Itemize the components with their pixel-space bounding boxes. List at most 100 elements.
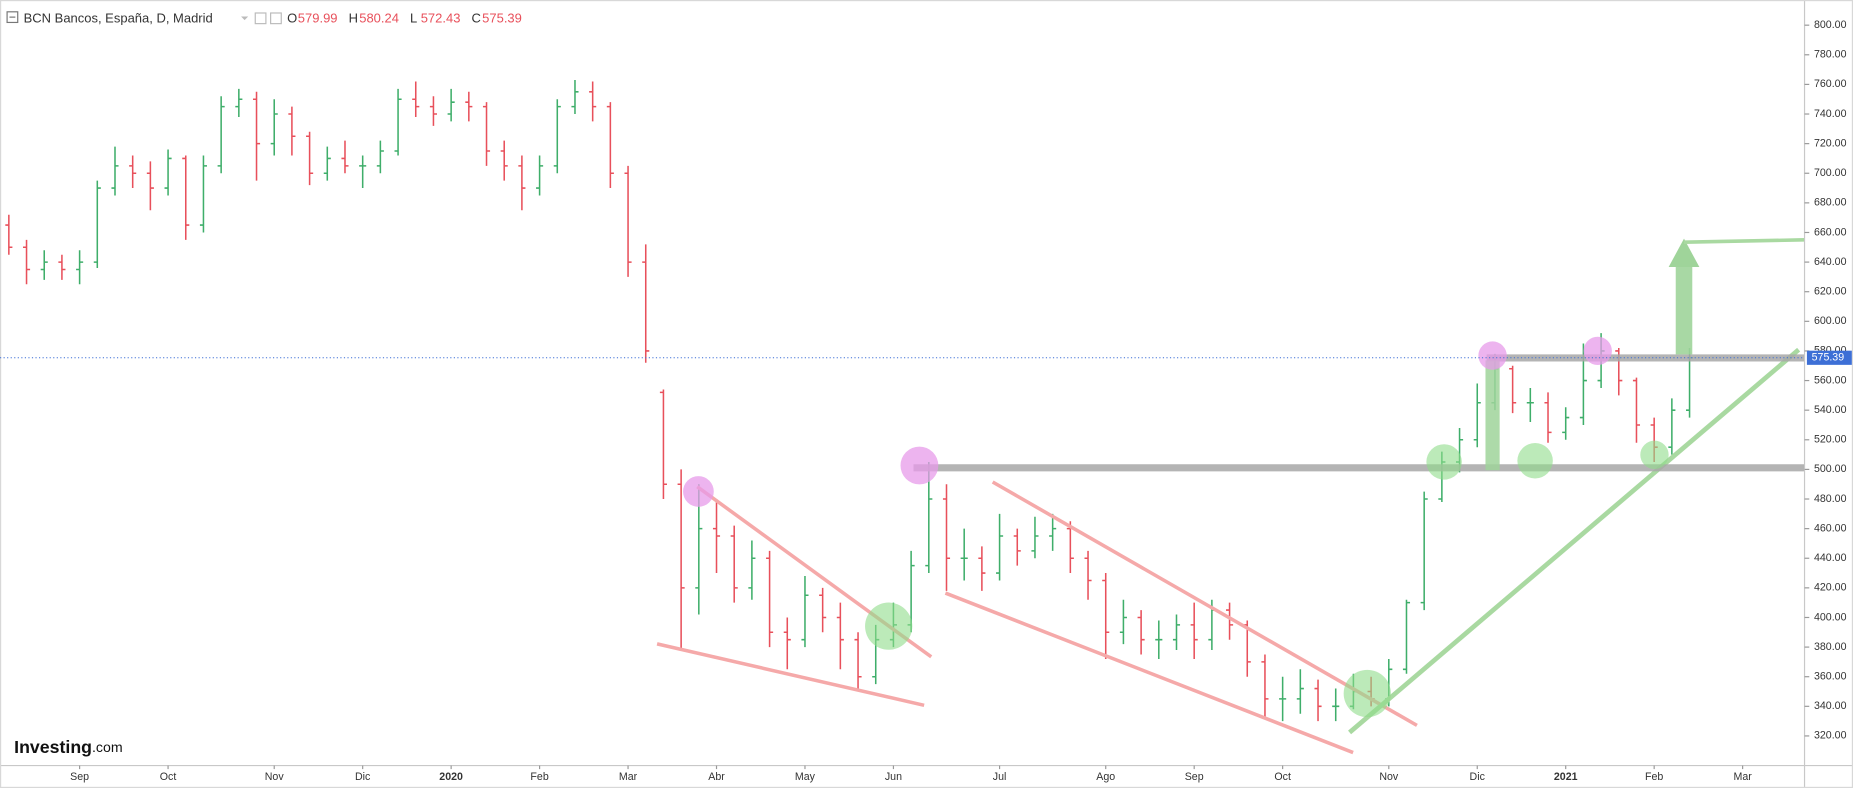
y-tick-label: 480.00 xyxy=(1814,493,1847,505)
ohlc-bar xyxy=(1296,669,1304,714)
x-tick-label: Jun xyxy=(885,771,902,783)
ohlc-bar xyxy=(22,239,31,285)
ohlc-header-value: 575.39 xyxy=(482,10,522,25)
watermark: Investing.com xyxy=(14,737,122,757)
ohlc-header-key: H xyxy=(349,10,358,25)
ohlc-bar xyxy=(766,550,774,648)
ohlc-bar xyxy=(129,155,137,189)
ohlc-bar xyxy=(93,180,101,269)
x-tick-label: Nov xyxy=(1379,771,1399,783)
ohlc-bar xyxy=(1172,614,1181,651)
y-tick-label: 620.00 xyxy=(1814,286,1847,298)
ohlc-bar xyxy=(624,165,632,277)
x-tick-label: Feb xyxy=(530,771,548,783)
settings-icon[interactable] xyxy=(270,12,282,25)
ohlc-bar xyxy=(341,140,349,174)
highlight-circle xyxy=(900,446,939,485)
ohlc-bar xyxy=(996,513,1004,581)
ohlc-bar xyxy=(536,155,544,196)
ohlc-bar xyxy=(146,161,154,211)
y-tick-label: 420.00 xyxy=(1814,582,1847,594)
ohlc-header: O 579.99 H 580.24 L 572.43 C 575.39 xyxy=(287,10,522,25)
x-tick-label: Dic xyxy=(1470,771,1486,783)
watermark-suffix: .com xyxy=(92,740,123,756)
highlight-circle xyxy=(1343,669,1391,718)
y-tick-label: 320.00 xyxy=(1814,730,1847,742)
ohlc-bar xyxy=(836,602,844,670)
x-tick-label: Oct xyxy=(160,771,177,783)
ohlc-bar xyxy=(1562,407,1570,440)
ohlc-bar xyxy=(288,106,296,156)
ohlc-header-value: 580.24 xyxy=(359,10,399,25)
y-tick-label: 680.00 xyxy=(1814,197,1847,209)
ohlc-header-value: 572.43 xyxy=(421,10,461,25)
ohlc-bar xyxy=(235,88,243,117)
ohlc-bar xyxy=(1509,365,1517,414)
highlight-circle xyxy=(865,602,913,650)
ohlc-bar xyxy=(942,484,951,591)
collapse-icon[interactable] xyxy=(6,11,19,24)
axes: 320.00 340.00 360.00 380.00 400.00 420.00 440.… xyxy=(0,19,1852,783)
ohlc-bar xyxy=(5,214,13,255)
ohlc-bar xyxy=(182,155,190,240)
ohlc-bar xyxy=(854,632,862,692)
y-tick-label: 720.00 xyxy=(1814,137,1847,149)
drawings xyxy=(656,238,1805,755)
ohlc-bar xyxy=(111,146,119,196)
ohlc-bar xyxy=(1526,387,1534,423)
ohlc-bar xyxy=(1473,383,1481,448)
ohlc-bar xyxy=(1314,679,1322,722)
y-tick-label: 340.00 xyxy=(1814,700,1847,712)
ohlc-bar xyxy=(164,149,172,196)
ohlc-bar xyxy=(500,140,508,181)
ohlc-bar xyxy=(571,79,579,115)
highlight-circle xyxy=(683,476,714,507)
ohlc-bar xyxy=(1632,377,1641,443)
ohlc-bar xyxy=(1420,491,1428,611)
header: BCN Bancos, España, D, Madrid O 579.99 H 58… xyxy=(6,10,522,25)
y-tick-label: 440.00 xyxy=(1814,552,1847,564)
highlight-circle xyxy=(1583,336,1612,366)
ohlc-bar xyxy=(359,155,367,189)
ohlc-bar xyxy=(1226,602,1234,640)
y-tick-label: 700.00 xyxy=(1814,167,1847,179)
highlight-circle xyxy=(1517,443,1553,479)
ohlc-bar xyxy=(606,102,614,189)
watermark-text: Investing xyxy=(14,737,92,757)
y-tick-label: 360.00 xyxy=(1814,671,1847,683)
ohlc-bar xyxy=(1190,602,1198,659)
ohlc-bar xyxy=(819,587,827,633)
ohlc-bar xyxy=(677,469,685,651)
target-line xyxy=(1683,238,1805,244)
x-tick-label: Mar xyxy=(1733,771,1752,783)
y-tick-label: 380.00 xyxy=(1814,641,1847,653)
ohlc-bar xyxy=(801,576,809,648)
ohlc-bar xyxy=(429,96,437,126)
ohlc-bar xyxy=(412,81,420,117)
ohlc-header-key: L xyxy=(410,10,417,25)
ohlc-bar xyxy=(323,146,331,181)
dropdown-icon[interactable] xyxy=(241,16,249,21)
ohlc-bar xyxy=(1155,620,1163,659)
ohlc-header-value: 579.99 xyxy=(298,10,338,25)
ohlc-bar xyxy=(58,254,66,280)
ohlc-bar xyxy=(465,91,473,122)
trend-line xyxy=(656,642,925,708)
ohlc-bar xyxy=(1261,654,1269,719)
settings-icon[interactable] xyxy=(254,12,267,25)
projection-bar xyxy=(1485,360,1500,471)
y-tick-label: 560.00 xyxy=(1814,374,1847,386)
y-tick-label: 800.00 xyxy=(1814,19,1847,31)
y-tick-label: 600.00 xyxy=(1814,315,1847,327)
ohlc-bar xyxy=(642,244,650,363)
highlight-circle xyxy=(1640,440,1669,470)
ohlc-bar xyxy=(270,99,278,156)
ohlc-bar xyxy=(40,250,48,280)
x-tick-label: Abr xyxy=(708,771,725,783)
arrow-shaft xyxy=(1675,265,1693,355)
ohlc-bar xyxy=(199,155,207,233)
ohlc-bar xyxy=(1031,516,1039,559)
y-tick-label: 460.00 xyxy=(1814,522,1847,534)
